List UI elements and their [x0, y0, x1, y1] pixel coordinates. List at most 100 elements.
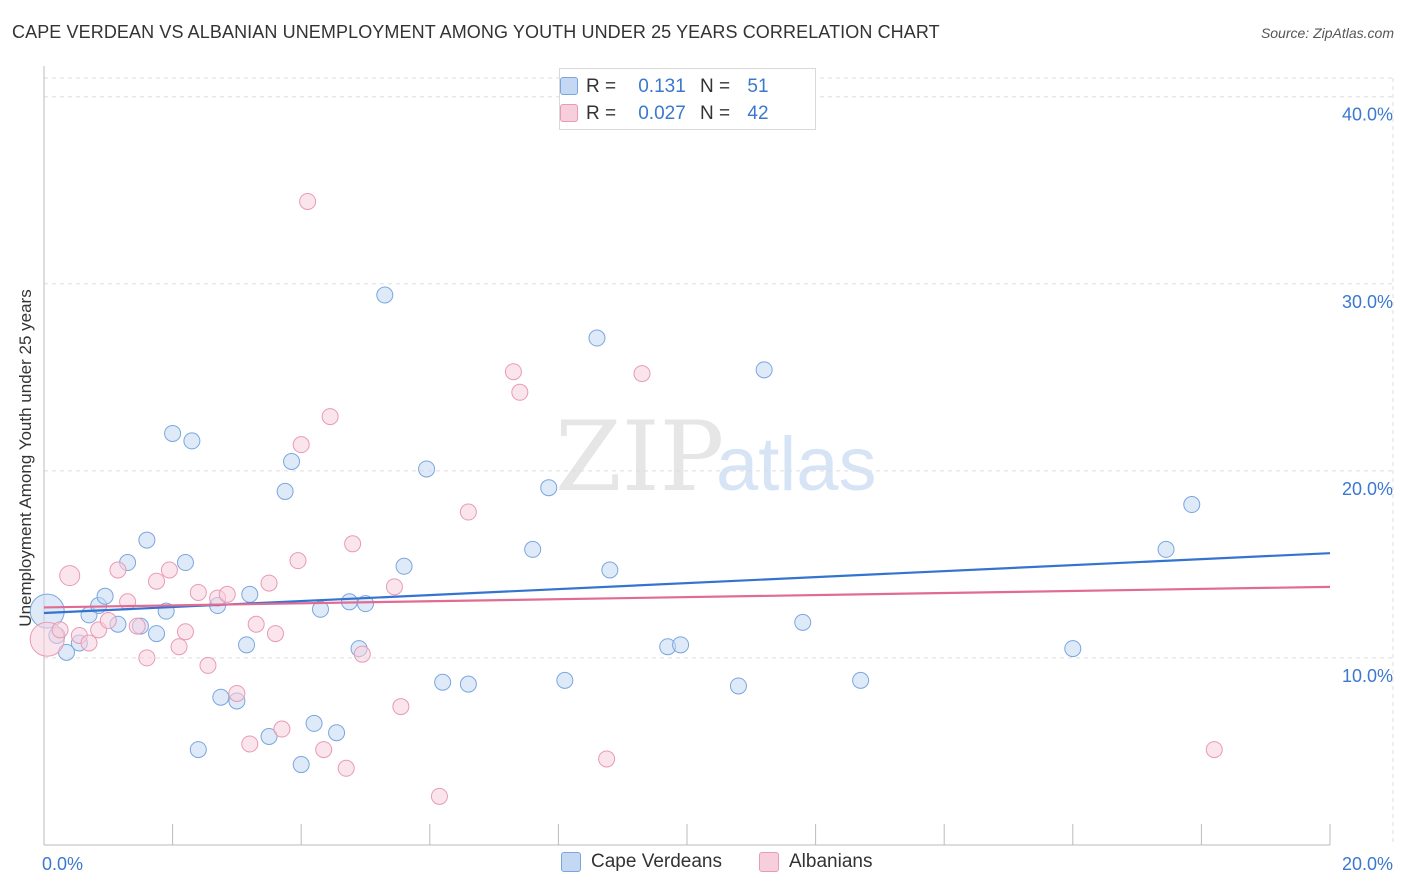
- point-albanian: [266, 625, 284, 643]
- legend-n-label: N =: [700, 103, 731, 124]
- point-albanian: [344, 535, 362, 553]
- point-cape-verdean: [328, 724, 346, 742]
- point-albanian: [247, 615, 265, 633]
- point-albanian: [260, 574, 278, 592]
- point-cape-verdean: [276, 482, 294, 500]
- point-cape-verdean: [292, 756, 310, 774]
- point-albanian: [138, 649, 156, 667]
- point-cape-verdean: [1157, 540, 1175, 558]
- series-legend: Cape Verdeans Albanians: [0, 851, 1406, 879]
- point-cape-verdean: [434, 673, 452, 691]
- point-albanian: [160, 561, 178, 579]
- watermark-atlas: atlas: [716, 422, 877, 507]
- point-albanian: [148, 572, 166, 590]
- point-albanian: [289, 552, 307, 570]
- point-albanian: [321, 408, 339, 426]
- point-cape-verdean: [672, 636, 690, 654]
- point-albanian: [292, 436, 310, 454]
- point-cape-verdean: [794, 613, 812, 631]
- legend-r-value: 0.131: [638, 76, 686, 97]
- point-albanian: [199, 656, 217, 674]
- point-albanian: [299, 192, 317, 210]
- point-albanian: [241, 735, 259, 753]
- legend-n-label: N =: [700, 76, 731, 97]
- point-albanian: [353, 645, 371, 663]
- legend-label-cape-verdeans: Cape Verdeans: [591, 851, 722, 872]
- point-cape-verdean: [1064, 640, 1082, 658]
- point-albanian: [511, 383, 529, 401]
- point-albanian: [392, 698, 410, 716]
- point-cape-verdean: [588, 329, 606, 347]
- x-tick-label: 0.0%: [42, 854, 83, 874]
- point-albanian: [119, 593, 137, 611]
- point-albanian: [504, 363, 522, 381]
- correlation-legend: R = 0.131 N = 51 R = 0.027 N = 42: [559, 68, 816, 130]
- point-cape-verdean: [138, 531, 156, 549]
- point-cape-verdean: [189, 741, 207, 759]
- legend-n-value: 42: [747, 103, 769, 124]
- point-albanian: [315, 741, 333, 759]
- point-albanian: [218, 585, 236, 603]
- point-albanian: [80, 634, 98, 652]
- point-cape-verdean: [376, 286, 394, 304]
- point-albanian: [59, 565, 81, 587]
- point-albanian: [176, 623, 194, 641]
- legend-swatch-blue: [561, 852, 581, 872]
- point-cape-verdean: [164, 424, 182, 442]
- point-albanian: [1205, 741, 1223, 759]
- point-cape-verdean: [176, 554, 194, 572]
- point-cape-verdean: [283, 453, 301, 470]
- point-cape-verdean: [852, 671, 870, 689]
- point-albanian: [459, 503, 477, 521]
- point-cape-verdean: [556, 671, 574, 689]
- legend-swatch-pink: [759, 852, 779, 872]
- point-cape-verdean: [729, 677, 747, 695]
- legend-swatch-blue: [560, 77, 578, 95]
- point-cape-verdean: [212, 688, 230, 706]
- point-albanian: [109, 561, 127, 579]
- point-cape-verdean: [418, 460, 436, 478]
- point-cape-verdean: [96, 587, 114, 605]
- point-cape-verdean: [241, 585, 259, 603]
- point-albanian: [385, 578, 403, 596]
- point-albanian: [337, 759, 355, 777]
- point-cape-verdean: [305, 714, 323, 732]
- legend-item-cape-verdeans[interactable]: Cape Verdeans: [561, 851, 722, 873]
- x-tick-label: 20.0%: [1342, 854, 1393, 874]
- y-tick-label: 10.0%: [1342, 666, 1393, 686]
- point-albanian: [633, 365, 651, 383]
- point-albanian: [99, 612, 117, 630]
- point-cape-verdean: [311, 600, 329, 618]
- y-tick-label: 30.0%: [1342, 292, 1393, 312]
- legend-r-label: R =: [586, 103, 617, 124]
- source-label: Source: ZipAtlas.com: [1260, 25, 1394, 41]
- point-cape-verdean: [524, 540, 542, 558]
- point-cape-verdean: [1183, 496, 1201, 514]
- legend-row-albanians: R = 0.027 N = 42: [560, 101, 778, 127]
- legend-row-cape-verdeans: R = 0.131 N = 51: [560, 74, 778, 100]
- point-albanian: [430, 787, 448, 805]
- watermark-zip: ZIP: [555, 401, 724, 513]
- y-tick-label: 20.0%: [1342, 479, 1393, 499]
- point-cape-verdean: [540, 479, 558, 497]
- point-albanian: [273, 720, 291, 738]
- chart-title: CAPE VERDEAN VS ALBANIAN UNEMPLOYMENT AM…: [12, 22, 940, 42]
- legend-label-albanians: Albanians: [789, 851, 873, 872]
- point-cape-verdean: [148, 625, 166, 643]
- point-albanian: [598, 750, 616, 768]
- point-cape-verdean: [260, 727, 278, 745]
- point-albanian: [189, 583, 207, 601]
- point-albanian: [128, 617, 146, 635]
- y-tick-label: 40.0%: [1342, 105, 1393, 125]
- legend-n-value: 51: [747, 76, 769, 97]
- legend-swatch-pink: [560, 104, 578, 122]
- legend-item-albanians[interactable]: Albanians: [759, 851, 872, 873]
- point-cape-verdean: [459, 675, 477, 693]
- point-cape-verdean: [183, 432, 201, 450]
- point-albanian: [170, 638, 188, 656]
- point-cape-verdean: [755, 361, 773, 379]
- legend-r-value: 0.027: [638, 103, 686, 124]
- point-cape-verdean: [601, 561, 619, 579]
- point-cape-verdean: [395, 557, 413, 575]
